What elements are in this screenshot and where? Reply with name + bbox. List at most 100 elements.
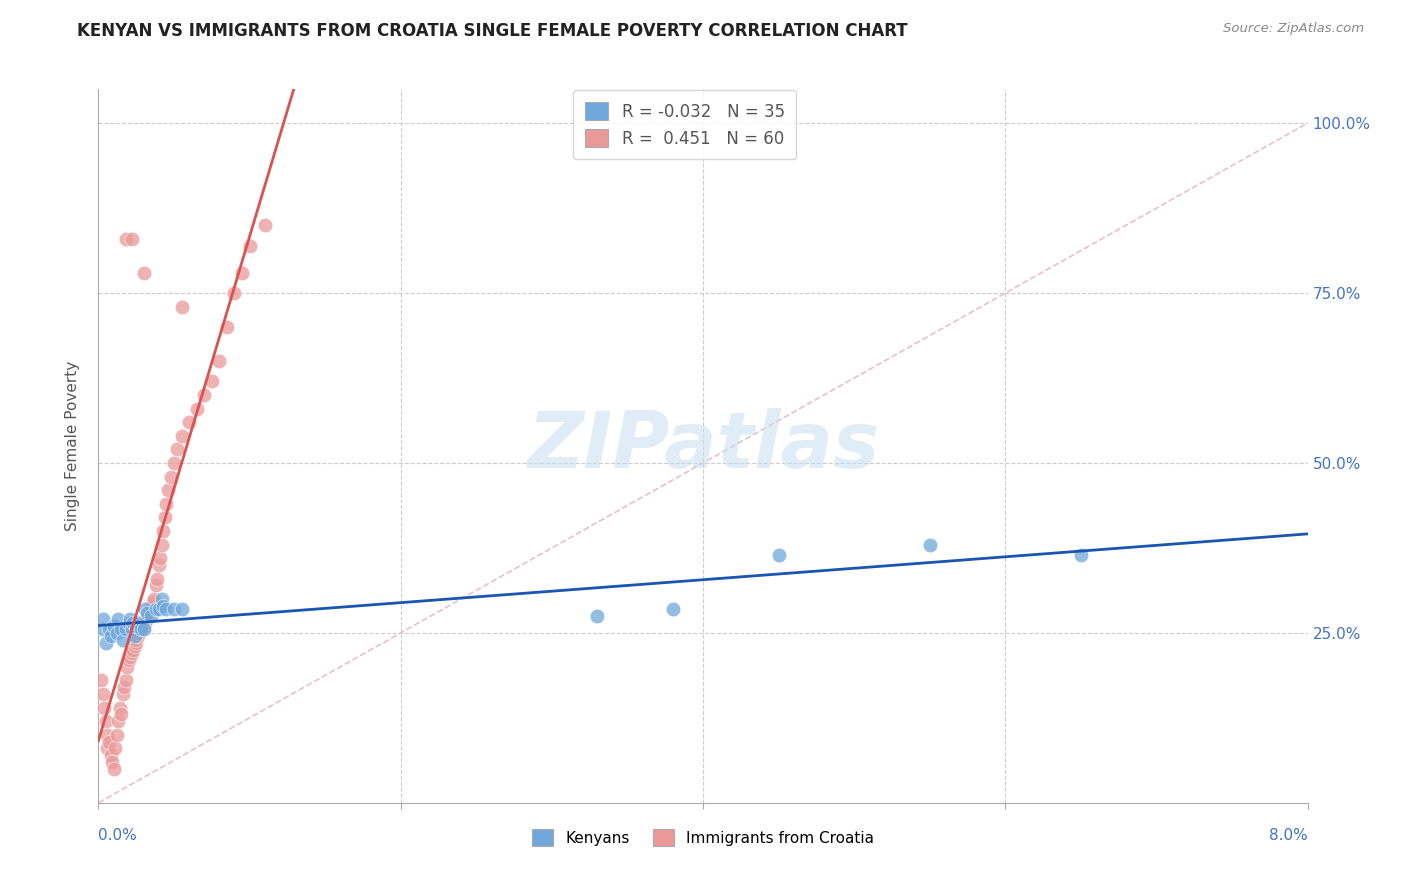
Point [122,643,145,657]
Point [153,510,176,524]
Point [186,401,208,416]
Point [118,615,141,630]
Point [145,602,167,616]
Point [103,619,125,633]
Point [120,649,142,664]
Point [129,623,152,637]
Text: KENYAN VS IMMIGRANTS FROM CROATIA SINGLE FEMALE POVERTY CORRELATION CHART: KENYAN VS IMMIGRANTS FROM CROATIA SINGLE… [77,22,908,40]
Point [150,537,173,551]
Point [170,602,193,616]
Point [132,623,155,637]
Point [125,632,148,647]
Text: Source: ZipAtlas.com: Source: ZipAtlas.com [1223,22,1364,36]
Point [114,232,136,246]
Point [90,673,112,688]
Point [201,375,224,389]
Point [96,741,118,756]
Point [100,748,122,763]
Point [918,537,941,551]
Point [224,286,246,301]
Point [91,623,114,637]
Point [111,687,134,701]
Point [586,608,609,623]
Point [142,595,165,609]
Point [96,728,118,742]
Point [253,218,276,232]
Point [125,636,148,650]
Point [91,687,114,701]
Point [149,551,172,566]
Point [118,653,141,667]
Point [150,591,173,606]
Point [100,629,122,643]
Point [115,660,138,674]
Point [152,524,174,538]
Point [160,469,183,483]
Point [661,602,683,616]
Point [146,572,169,586]
Point [107,714,129,729]
Point [768,548,790,562]
Point [155,602,177,616]
Point [134,615,156,630]
Point [231,266,253,280]
Point [110,623,132,637]
Point [148,602,170,616]
Point [132,266,155,280]
Point [121,623,143,637]
Point [152,599,174,613]
Point [98,734,121,748]
Point [134,602,156,616]
Point [91,612,114,626]
Point [132,619,155,633]
Point [141,599,163,613]
Point [179,415,201,429]
Point [155,497,177,511]
Point [105,728,128,742]
Point [163,456,186,470]
Point [104,741,127,756]
Point [127,615,149,630]
Point [111,632,134,647]
Point [121,232,143,246]
Point [129,623,152,637]
Point [93,700,115,714]
Point [94,636,117,650]
Point [135,606,157,620]
Point [135,612,157,626]
Point [156,483,179,498]
Point [103,762,125,776]
Point [127,629,149,643]
Point [239,238,262,252]
Point [121,646,143,660]
Point [94,714,117,729]
Point [114,673,136,688]
Y-axis label: Single Female Poverty: Single Female Poverty [65,361,80,531]
Point [112,680,135,694]
Point [107,612,129,626]
Point [128,626,150,640]
Point [170,429,193,443]
Point [101,755,124,769]
Point [148,558,170,572]
Point [105,626,128,640]
Point [208,354,231,368]
Point [125,619,148,633]
Point [114,623,136,637]
Point [1070,548,1092,562]
Text: 8.0%: 8.0% [1268,828,1308,843]
Point [98,623,121,637]
Point [139,602,162,616]
Legend: Kenyans, Immigrants from Croatia: Kenyans, Immigrants from Croatia [526,823,880,852]
Point [108,700,131,714]
Point [120,612,142,626]
Point [145,578,167,592]
Point [124,640,146,654]
Point [141,608,163,623]
Point [110,707,132,722]
Point [166,442,188,457]
Text: 0.0%: 0.0% [98,828,138,843]
Point [143,591,166,606]
Point [170,300,193,314]
Point [122,615,145,630]
